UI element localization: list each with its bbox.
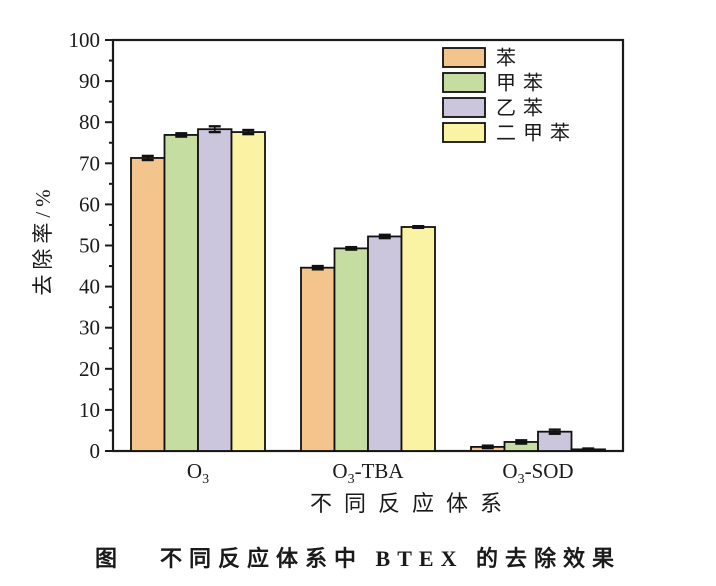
y-axis-title: 去除率/%: [31, 184, 55, 295]
legend-label-2: 甲苯: [496, 72, 550, 95]
legend-swatch-3: [442, 97, 486, 118]
figure-caption-prefix: 图: [95, 546, 125, 571]
y-tick-label: 80: [79, 110, 100, 134]
figure-caption-text: 不同反应体系中 BTEX 的去除效果: [160, 546, 621, 571]
y-tick-label: 90: [79, 69, 100, 93]
x-category-label: O3: [187, 459, 209, 487]
bar-O3-TBA-4: [400, 226, 436, 452]
bar-O3-3: [197, 128, 233, 452]
y-tick-label: 70: [79, 151, 100, 175]
y-tick-label: 40: [79, 275, 100, 299]
legend-label-1: 苯: [496, 47, 523, 70]
x-category-label: O3-SOD: [502, 459, 573, 487]
figure-caption: 图 不同反应体系中 BTEX 的去除效果: [0, 541, 716, 573]
y-tick-label: 20: [79, 357, 100, 381]
bar-O3-TBA-2: [333, 247, 369, 452]
bar-O3-1: [130, 157, 166, 452]
y-tick-label: 50: [79, 234, 100, 258]
y-tick-label: 10: [79, 398, 100, 422]
y-tick-label: 0: [90, 439, 101, 463]
legend-swatch-4: [442, 122, 486, 143]
y-axis-ticks: 0 10 20 30 40 50 60 70 80 90 100: [69, 28, 113, 463]
legend-swatch-2: [442, 72, 486, 93]
bar-O3-4: [230, 131, 266, 452]
x-category-label: O3-TBA: [332, 459, 404, 487]
y-tick-label: 60: [79, 192, 100, 216]
bar-O3-TBA-1: [300, 266, 336, 452]
bar-O3-2: [163, 134, 199, 452]
legend-label-3: 乙苯: [496, 97, 550, 120]
legend-swatch-1: [442, 47, 486, 68]
bar-chart: 0 10 20 30 40 50 60 70 80 90 100 O3 O3-TBA O3-SOD 苯甲…: [31, 28, 625, 516]
bar-series: [130, 125, 606, 452]
y-tick-label: 100: [69, 28, 101, 52]
bar-O3-TBA-3: [367, 235, 403, 452]
x-category-labels: O3 O3-TBA O3-SOD: [187, 459, 574, 487]
y-tick-label: 30: [79, 316, 100, 340]
legend-label-4: 二甲苯: [496, 122, 577, 145]
x-axis-title: 不同反应体系: [310, 491, 514, 516]
